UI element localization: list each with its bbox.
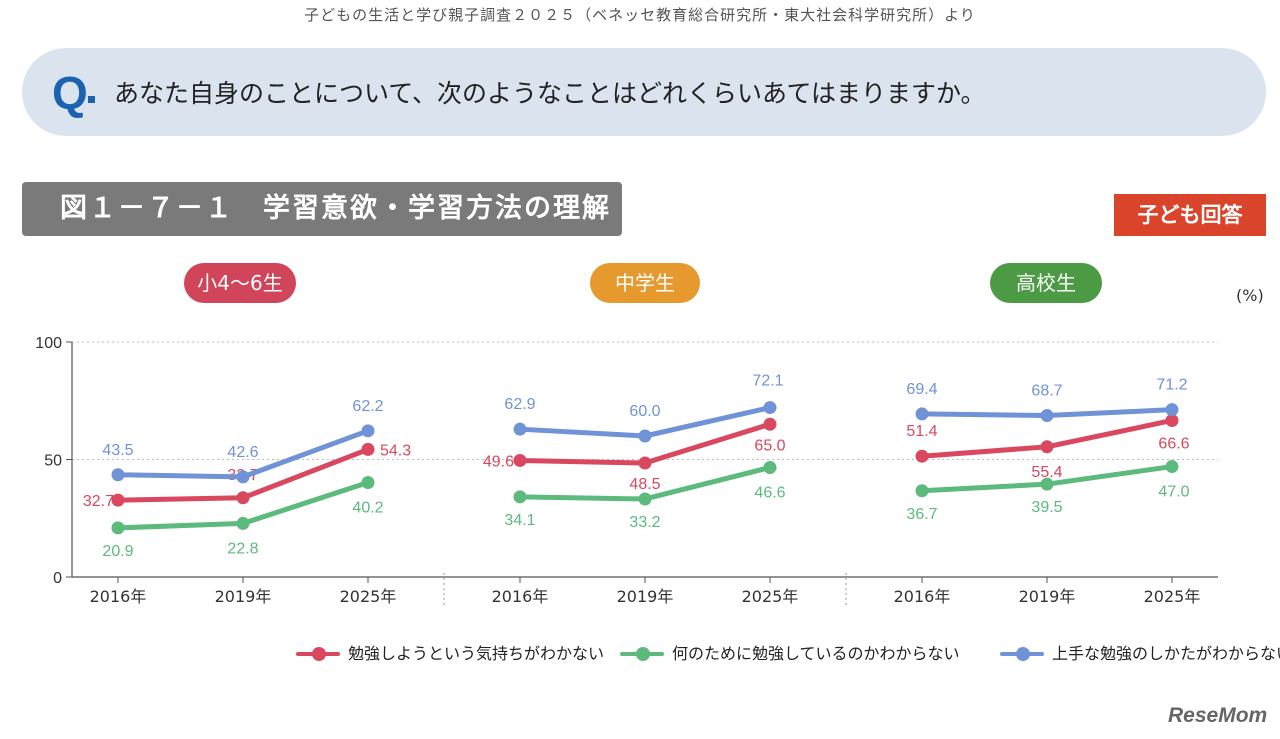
- data-point-blue: [1165, 403, 1179, 417]
- data-label-green: 40.2: [352, 500, 383, 517]
- y-tick-label: 100: [35, 335, 62, 352]
- data-point-blue: [1040, 409, 1054, 423]
- data-label-green: 20.9: [102, 543, 133, 560]
- data-point-red: [236, 491, 250, 505]
- data-label-blue: 60.0: [629, 403, 660, 420]
- data-point-red: [513, 453, 527, 467]
- legend-dot-blue: [1016, 647, 1030, 661]
- data-label-red: 48.5: [629, 476, 660, 493]
- source-caption: 子どもの生活と学び親子調査２０２５（ベネッセ教育総合研究所・東大社会科学研究所）…: [304, 6, 976, 24]
- data-label-green: 22.8: [227, 540, 258, 557]
- data-label-green: 39.5: [1031, 499, 1062, 516]
- data-label-red: 66.6: [1158, 435, 1189, 452]
- legend-dot-red: [312, 647, 326, 661]
- data-point-red: [111, 493, 125, 507]
- data-point-green: [638, 492, 652, 506]
- data-point-red: [1165, 413, 1179, 427]
- x-tick-label: 2019年: [1019, 587, 1076, 606]
- q-mark-icon: Q: [52, 67, 88, 119]
- data-label-green: 33.2: [629, 514, 660, 531]
- data-label-red: 54.3: [380, 442, 411, 459]
- data-label-red: 32.7: [83, 493, 114, 510]
- figure-title: 図１－７－１ 学習意欲・学習方法の理解: [22, 182, 622, 236]
- data-point-green: [763, 460, 777, 474]
- data-point-red: [361, 442, 375, 456]
- data-point-blue: [763, 401, 777, 415]
- data-point-green: [915, 484, 929, 498]
- data-label-green: 46.6: [754, 484, 785, 501]
- data-label-blue: 72.1: [752, 373, 783, 390]
- data-label-red: 55.4: [1031, 464, 1062, 481]
- data-point-blue: [638, 429, 652, 443]
- data-label-blue: 62.2: [352, 398, 383, 415]
- data-point-red: [1040, 440, 1054, 454]
- data-label-red: 65.0: [754, 437, 785, 454]
- data-point-blue: [361, 424, 375, 438]
- data-point-blue: [915, 407, 929, 421]
- legend-dot-green: [636, 647, 650, 661]
- legend-label-purpose: 何のために勉強しているのかわからない: [672, 644, 960, 663]
- group-label-elementary: 小4〜6生: [184, 263, 296, 303]
- x-tick-label: 2019年: [215, 587, 272, 606]
- x-tick-label: 2016年: [492, 587, 549, 606]
- unit-label: (%): [1236, 286, 1264, 305]
- group-label-junior-high: 中学生: [590, 263, 700, 303]
- x-tick-label: 2016年: [894, 587, 951, 606]
- data-point-green: [1165, 460, 1179, 474]
- data-label-blue: 69.4: [906, 381, 937, 398]
- data-label-green: 34.1: [504, 512, 535, 529]
- respondent-badge: 子ども回答: [1114, 194, 1266, 236]
- data-point-green: [361, 476, 375, 490]
- q-dot-icon: [88, 96, 95, 103]
- x-tick-label: 2025年: [340, 587, 397, 606]
- data-label-red: 49.6: [483, 453, 514, 470]
- data-label-blue: 42.6: [227, 444, 258, 461]
- data-label-blue: 71.2: [1156, 377, 1187, 394]
- data-point-red: [763, 417, 777, 431]
- question-text: あなた自身のことについて、次のようなことはどれくらいあてはまりますか。: [114, 79, 986, 108]
- y-tick-label: 50: [44, 453, 62, 470]
- data-point-red: [915, 449, 929, 463]
- data-point-green: [513, 490, 527, 504]
- x-tick-label: 2016年: [90, 587, 147, 606]
- data-point-blue: [111, 468, 125, 482]
- x-tick-label: 2019年: [617, 587, 674, 606]
- question-banner: Q あなた自身のことについて、次のようなことはどれくらいあてはまりますか。: [22, 48, 1266, 136]
- data-label-blue: 43.5: [102, 442, 133, 459]
- data-point-blue: [513, 422, 527, 436]
- data-label-blue: 62.9: [504, 396, 535, 413]
- data-point-green: [1040, 477, 1054, 491]
- group-label-high-school: 高校生: [990, 263, 1102, 303]
- data-point-red: [638, 456, 652, 470]
- x-tick-label: 2025年: [742, 587, 799, 606]
- data-point-green: [111, 521, 125, 535]
- data-point-blue: [236, 470, 250, 484]
- data-point-green: [236, 516, 250, 530]
- data-label-green: 47.0: [1158, 484, 1189, 501]
- data-label-blue: 68.7: [1031, 383, 1062, 400]
- x-tick-label: 2025年: [1144, 587, 1201, 606]
- data-label-red: 51.4: [906, 423, 937, 440]
- legend-label-method: 上手な勉強のしかたがわからない: [1052, 644, 1280, 663]
- data-label-green: 36.7: [906, 506, 937, 523]
- resemom-logo: ReseMom: [1168, 704, 1268, 727]
- legend-label-motivation: 勉強しようという気持ちがわかない: [348, 644, 605, 663]
- y-tick-label: 0: [53, 570, 62, 587]
